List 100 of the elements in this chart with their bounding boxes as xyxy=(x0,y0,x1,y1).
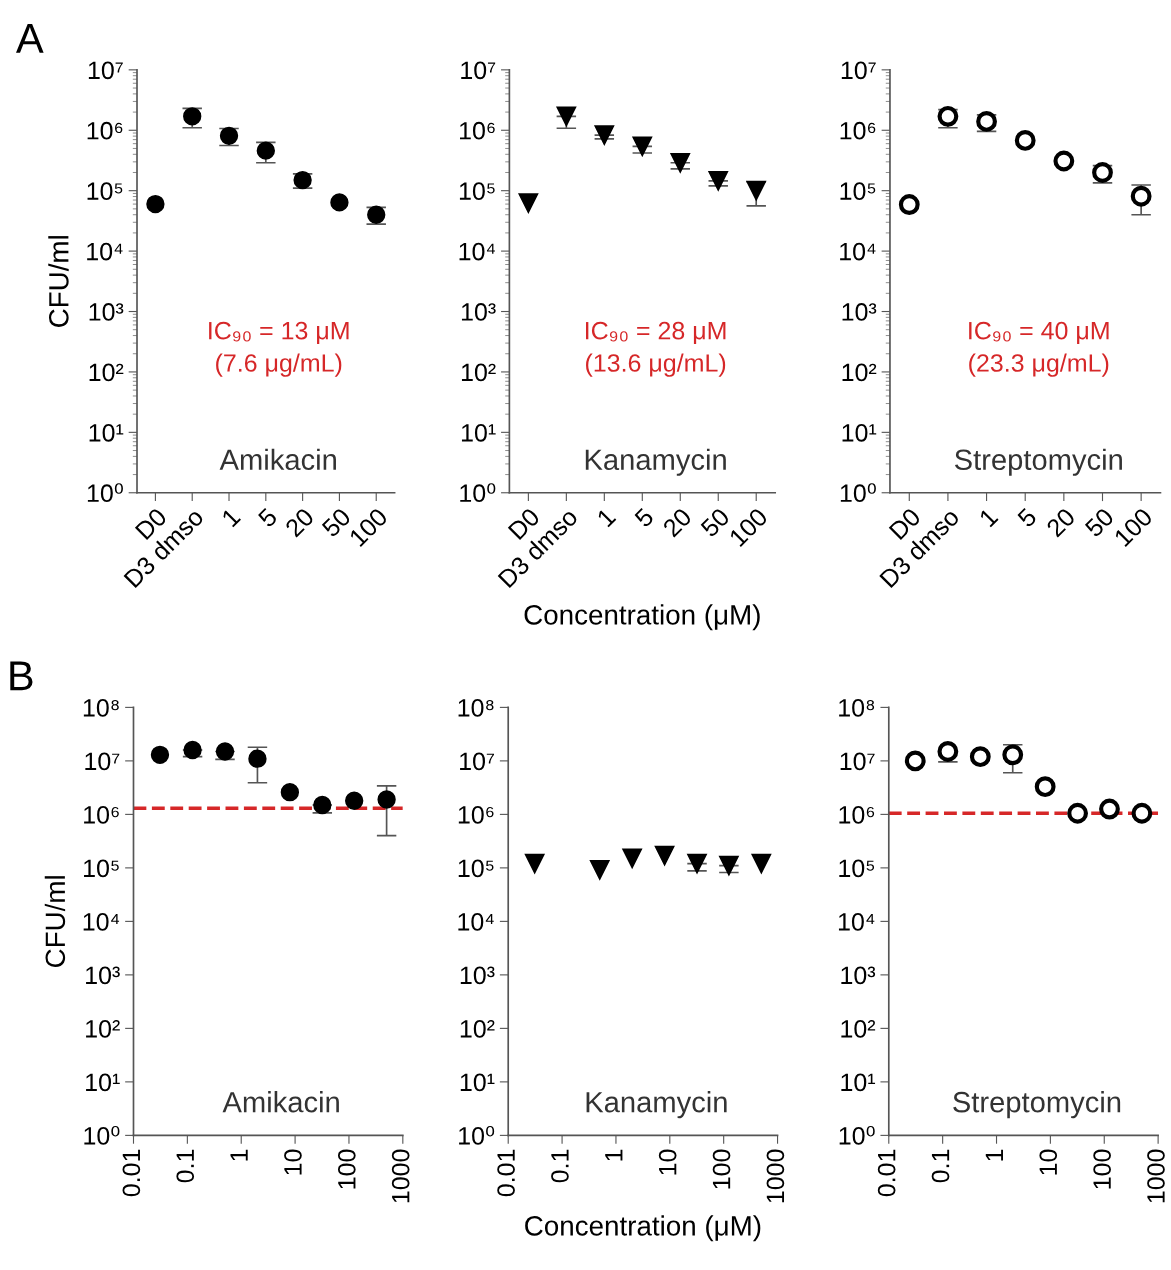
y-tick-label: 10⁷ xyxy=(460,752,495,771)
x-tick-label: 1 xyxy=(596,507,617,528)
point xyxy=(898,194,920,215)
x-tick-label: 5 xyxy=(633,507,655,529)
point xyxy=(1130,185,1152,207)
point xyxy=(377,790,396,809)
y-tick-label: 10⁵ xyxy=(840,182,876,200)
annotation: Kanamycin xyxy=(586,1091,727,1119)
y-tick-label: 10⁷ xyxy=(841,61,876,80)
point xyxy=(904,750,926,772)
x-tick-label: 5 xyxy=(257,507,279,529)
y-tick-label: 10⁰ xyxy=(839,1125,875,1145)
point xyxy=(1099,798,1120,820)
x-axis-title: Concentration (μM) xyxy=(525,1215,761,1242)
x-tick-label: 20 xyxy=(1045,507,1077,538)
x-tick-label: 1 xyxy=(605,1149,623,1161)
x-tick-label: 100 xyxy=(337,1149,356,1189)
y-tick-label: 10³ xyxy=(461,303,496,321)
point xyxy=(1014,129,1036,151)
y-tick-label: 10⁷ xyxy=(88,61,123,80)
x-tick-label: 0.01 xyxy=(497,1149,515,1197)
point xyxy=(937,741,959,762)
annotation: IC₉₀ = 28 μM (13.6 μg/mL) xyxy=(586,321,726,377)
y-tick-label: 10⁴ xyxy=(83,912,120,931)
x-tick-label: 100 xyxy=(712,1149,731,1189)
x-tick-label: 5 xyxy=(1016,507,1038,529)
x-tick-label: 1 xyxy=(230,1149,248,1161)
y-tick-label: 10² xyxy=(841,1019,876,1038)
y-tick-label: 10¹ xyxy=(841,1073,876,1092)
point xyxy=(746,180,767,201)
y-tick-label: 10⁷ xyxy=(840,752,875,771)
x-axis-title: Concentration (μM) xyxy=(524,604,760,631)
x-tick-label: 100 xyxy=(1113,507,1154,548)
y-tick-label: 10⁴ xyxy=(458,912,494,931)
point xyxy=(280,783,300,802)
y-tick-label: 10⁰ xyxy=(460,483,496,503)
point xyxy=(594,125,615,146)
x-tick-label: 100 xyxy=(1093,1149,1111,1189)
y-tick-label: 10⁵ xyxy=(459,182,495,200)
y-tick-label: 10⁵ xyxy=(839,859,875,878)
y-tick-label: 10² xyxy=(461,363,496,382)
point xyxy=(345,791,364,810)
point xyxy=(518,193,539,214)
point xyxy=(1002,744,1024,766)
point xyxy=(330,193,349,212)
point xyxy=(1053,150,1075,172)
y-tick-label: 10¹ xyxy=(842,423,877,442)
y-tick-label: 10⁰ xyxy=(87,483,123,503)
x-tick-label: 1000 xyxy=(391,1149,410,1203)
x-tick-label: 1 xyxy=(221,507,241,528)
y-axis-title: CFU/ml xyxy=(48,236,69,327)
point xyxy=(1034,776,1056,798)
x-tick-label: 10 xyxy=(1039,1149,1058,1175)
y-tick-label: 10¹ xyxy=(86,1073,120,1092)
point xyxy=(1067,802,1089,824)
y-tick-label: 10⁶ xyxy=(839,805,875,824)
y-tick-label: 10⁸ xyxy=(839,698,875,717)
y-tick-label: 10⁴ xyxy=(840,242,876,261)
y-tick-label: 10⁶ xyxy=(84,805,119,824)
y-tick-label: 10⁰ xyxy=(84,1125,120,1145)
y-tick-label: 10⁰ xyxy=(840,483,876,503)
y-axis-title: CFU/ml xyxy=(44,876,66,968)
annotation: IC₉₀ = 40 μM (23.3 μg/mL) xyxy=(969,321,1109,377)
x-tick-label: 10 xyxy=(658,1149,677,1175)
y-tick-label: 10³ xyxy=(842,303,877,321)
annotation: Streptomycin xyxy=(953,1091,1121,1119)
y-tick-label: 10⁶ xyxy=(87,121,123,140)
point xyxy=(183,740,202,760)
y-tick-label: 10⁶ xyxy=(840,121,876,140)
x-tick-label: 0.1 xyxy=(551,1149,569,1183)
point xyxy=(150,745,170,764)
annotation: Amikacin xyxy=(222,1091,339,1113)
x-tick-label: 1000 xyxy=(766,1149,785,1203)
x-tick-label: 1000 xyxy=(1147,1149,1165,1203)
y-tick-label: 10³ xyxy=(86,966,120,985)
x-tick-label: 100 xyxy=(728,507,769,548)
x-tick-label: 20 xyxy=(661,507,693,538)
y-tick-label: 10³ xyxy=(460,966,495,985)
y-tick-label: 10⁷ xyxy=(461,61,496,80)
x-tick-label: 50 xyxy=(699,507,731,538)
annotation: IC₉₀ = 13 μM (7.6 μg/mL) xyxy=(209,321,349,377)
point xyxy=(632,136,653,157)
x-tick-label: 0.1 xyxy=(931,1149,950,1183)
y-tick-label: 10¹ xyxy=(89,423,124,442)
point xyxy=(1131,802,1153,824)
point xyxy=(969,746,991,768)
y-tick-label: 10⁴ xyxy=(87,242,123,261)
y-tick-label: 10² xyxy=(460,1019,495,1038)
point xyxy=(670,152,691,173)
y-tick-label: 10³ xyxy=(841,966,876,985)
point xyxy=(313,795,332,815)
x-tick-label: 10 xyxy=(284,1149,302,1175)
y-tick-label: 10⁵ xyxy=(458,859,494,878)
point xyxy=(556,106,577,127)
x-tick-label: 50 xyxy=(1084,507,1115,538)
x-tick-label: 0.1 xyxy=(176,1149,195,1183)
x-tick-label: 0.01 xyxy=(122,1149,141,1197)
chart-title: B xyxy=(10,661,33,691)
y-tick-label: 10¹ xyxy=(461,423,496,442)
annotation: Amikacin xyxy=(219,448,336,471)
